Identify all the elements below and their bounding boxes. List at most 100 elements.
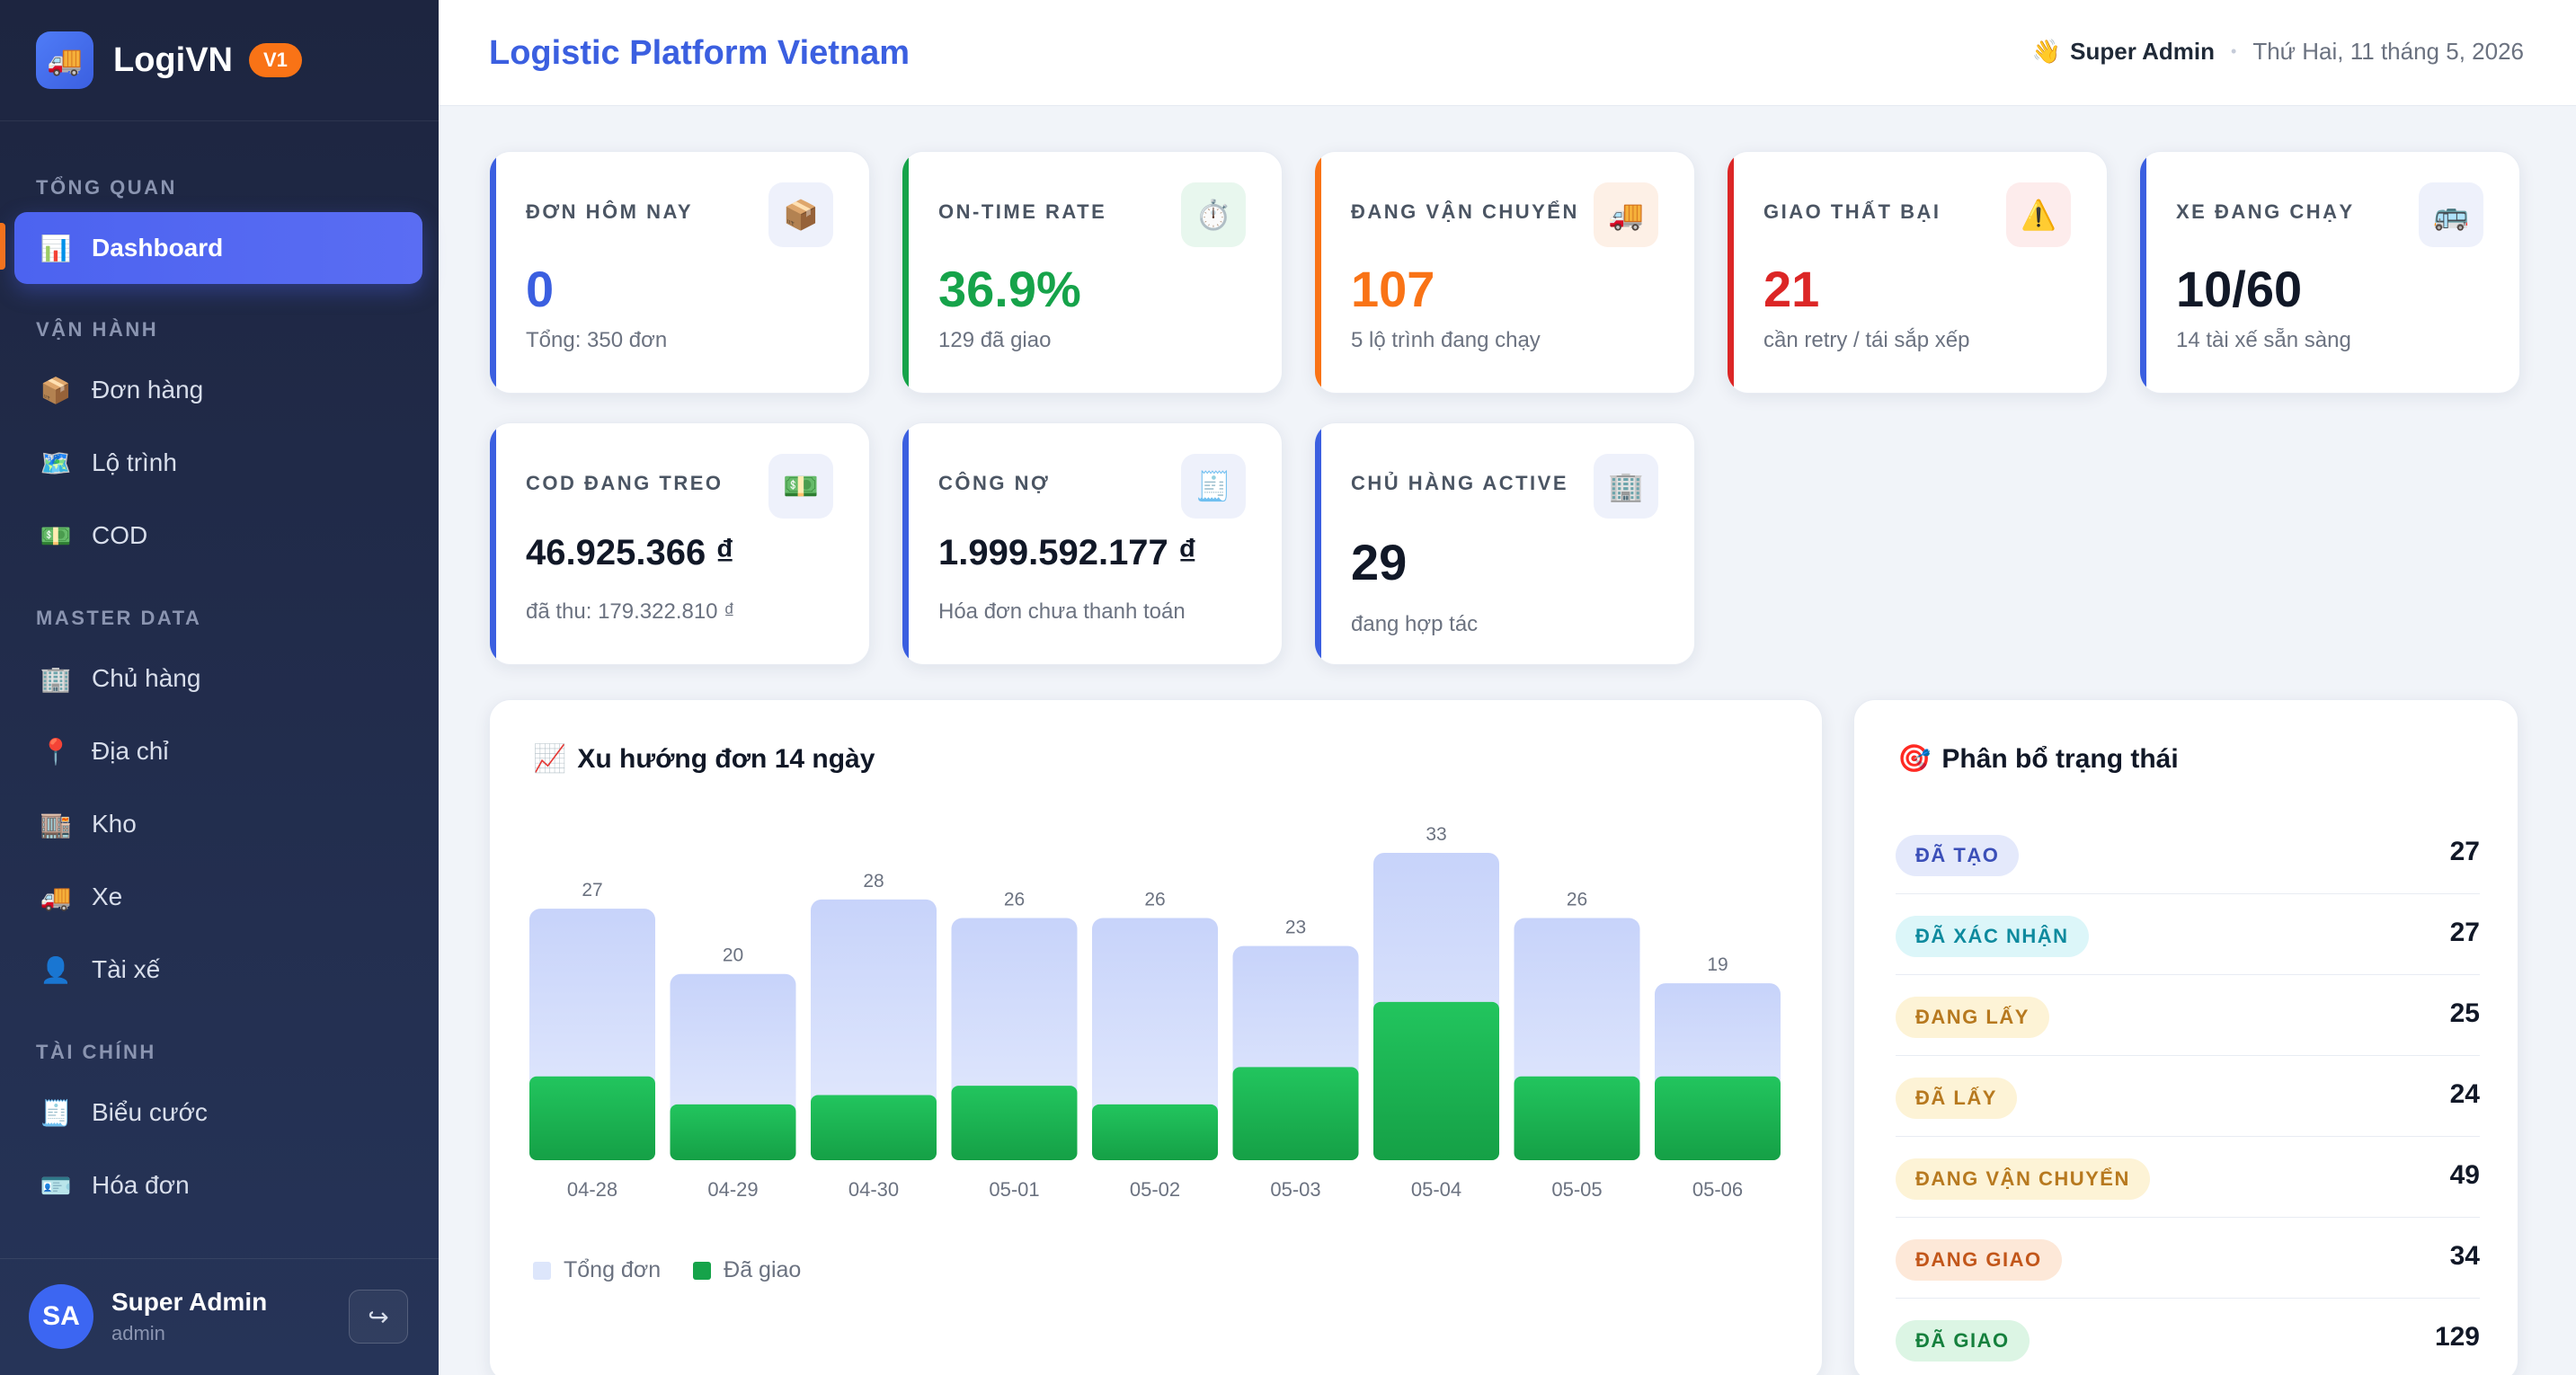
sidebar-item-vehicles[interactable]: 🚚 Xe — [14, 861, 422, 933]
bar-delivered-04-29[interactable] — [670, 1104, 796, 1160]
trend-icon: 📈 — [533, 744, 567, 774]
sidebar-item-label: Hóa đơn — [92, 1171, 190, 1199]
status-badge: ĐANG LẤY — [1896, 997, 2049, 1038]
stat-card-receivables[interactable]: CÔNG NỢ 🧾 1.999.592.177 ₫ Hóa đơn chưa t… — [902, 422, 1283, 665]
stat-card-active-shippers[interactable]: CHỦ HÀNG ACTIVE 🏢 29 đang hợp tác — [1314, 422, 1695, 665]
sidebar-item-addresses[interactable]: 📍 Địa chỉ — [14, 715, 422, 787]
stopwatch-icon: ⏱️ — [1181, 182, 1246, 247]
sidebar: 🚚 LogiVN V1 TỔNG QUAN 📊 Dashboard VẬN HÀ… — [0, 0, 439, 1375]
bar-delivered-05-02[interactable] — [1092, 1104, 1218, 1160]
status-count: 49 — [2449, 1160, 2480, 1190]
legend-label-delivered: Đã giao — [724, 1257, 802, 1282]
chart-legend: Tổng đơn Đã giao — [533, 1257, 801, 1283]
bar-delivered-04-28[interactable] — [529, 1076, 655, 1160]
status-badge: ĐÃ XÁC NHẬN — [1896, 916, 2089, 957]
stat-card-in-transit[interactable]: ĐANG VẬN CHUYỂN 🚚 107 5 lộ trình đang ch… — [1314, 151, 1695, 394]
status-badge: ĐÃ LẤY — [1896, 1078, 2017, 1119]
sidebar-item-tariffs[interactable]: 🧾 Biểu cước — [14, 1077, 422, 1149]
truck-icon: 🚚 — [36, 31, 93, 89]
section-title-overview: TỔNG QUAN — [36, 176, 177, 199]
package-icon: 📦 — [40, 376, 72, 404]
sidebar-item-shippers[interactable]: 🏢 Chủ hàng — [14, 643, 422, 714]
bar-total-05-02[interactable] — [1092, 918, 1218, 1160]
sidebar-item-drivers[interactable]: 👤 Tài xế — [14, 934, 422, 1006]
status-row[interactable]: ĐÃ GIAO 129 — [1896, 1299, 2480, 1375]
page-title: Logistic Platform Vietnam — [489, 34, 910, 72]
logout-button[interactable]: ↪ — [349, 1290, 408, 1344]
trend-chart-panel: 📈 Xu hướng đơn 14 ngày 27 04-28 20 04-29 28 04… — [489, 699, 1823, 1375]
bar-chart-icon: 📊 — [40, 234, 72, 262]
stat-label: CHỦ HÀNG ACTIVE — [1351, 472, 1569, 494]
bar-delivered-05-06[interactable] — [1655, 1076, 1781, 1160]
status-row[interactable]: ĐÃ LẤY 24 — [1896, 1056, 2480, 1137]
sidebar-item-warehouses[interactable]: 🏬 Kho — [14, 788, 422, 860]
stat-card-failed-delivery[interactable]: GIAO THẤT BẠI ⚠️ 21 cần retry / tái sắp … — [1727, 151, 2108, 394]
wave-icon: 👋 — [2031, 38, 2062, 65]
bar-delivered-05-01[interactable] — [951, 1086, 1078, 1160]
package-icon: 📦 — [768, 182, 833, 247]
status-panel-title: 🎯 Phân bổ trạng thái — [1897, 743, 2179, 775]
stat-subtext: đang hợp tác — [1351, 612, 1479, 636]
map-icon: 🗺️ — [40, 448, 72, 477]
header-date: Thứ Hai, 11 tháng 5, 2026 — [2252, 38, 2524, 65]
avatar[interactable]: SA — [29, 1284, 93, 1349]
stat-card-on-time-rate[interactable]: ON-TIME RATE ⏱️ 36.9% 129 đã giao — [902, 151, 1283, 394]
status-row[interactable]: ĐANG GIAO 34 — [1896, 1218, 2480, 1299]
data-label: 23 — [1285, 918, 1306, 938]
bar-delivered-05-05[interactable] — [1514, 1076, 1640, 1160]
user-name: Super Admin — [111, 1288, 268, 1316]
header-user-name[interactable]: Super Admin — [2070, 38, 2215, 65]
bus-icon: 🚌 — [2419, 182, 2483, 247]
stat-subtext: Tổng: 350 đơn — [526, 328, 668, 352]
cash-icon: 💵 — [768, 454, 833, 519]
stat-value: 10/60 — [2176, 261, 2303, 317]
top-header: Logistic Platform Vietnam 👋 Super Admin … — [439, 0, 2576, 106]
status-count: 27 — [2449, 837, 2480, 866]
legend-label-total: Tổng đơn — [564, 1257, 662, 1282]
sidebar-item-invoices[interactable]: 🪪 Hóa đơn — [14, 1149, 422, 1221]
trend-bar-chart: 27 04-28 20 04-29 28 04-30 26 05-01 26 05-02 23 05-… — [529, 824, 1781, 1201]
x-tick-label: 04-30 — [848, 1178, 899, 1201]
sidebar-item-orders[interactable]: 📦 Đơn hàng — [14, 354, 422, 426]
truck-icon: 🚚 — [1594, 182, 1658, 247]
status-row[interactable]: ĐANG LẤY 25 — [1896, 975, 2480, 1056]
stat-subtext: Hóa đơn chưa thanh toán — [938, 599, 1186, 624]
stat-card-cod-pending[interactable]: COD ĐANG TREO 💵 46.925.366 ₫ đã thu: 179… — [489, 422, 870, 665]
stat-value: 1.999.592.177 ₫ — [938, 533, 1197, 572]
data-label: 20 — [723, 945, 743, 966]
bar-total-04-30[interactable] — [811, 899, 937, 1160]
status-count: 24 — [2449, 1079, 2480, 1109]
header-user-info: 👋 Super Admin • Thứ Hai, 11 tháng 5, 202… — [2032, 38, 2524, 66]
building-icon: 🏢 — [40, 664, 72, 693]
stat-label: CÔNG NỢ — [938, 472, 1051, 494]
status-row[interactable]: ĐÃ XÁC NHẬN 27 — [1896, 894, 2480, 975]
brand[interactable]: 🚚 LogiVN V1 — [36, 31, 302, 90]
stat-value: 36.9% — [938, 261, 1081, 317]
stat-value: 0 — [526, 261, 555, 317]
bar-delivered-05-03[interactable] — [1232, 1067, 1359, 1160]
status-distribution-panel: 🎯 Phân bổ trạng thái ĐÃ TẠO 27 ĐÃ XÁC NHẬN… — [1853, 699, 2518, 1375]
status-row[interactable]: ĐANG VẬN CHUYỂN 49 — [1896, 1137, 2480, 1218]
x-tick-label: 05-06 — [1692, 1178, 1743, 1201]
bar-delivered-05-04[interactable] — [1373, 1001, 1499, 1160]
status-count: 25 — [2449, 998, 2480, 1028]
brand-name: LogiVN — [113, 40, 233, 79]
warehouse-icon: 🏬 — [40, 810, 72, 838]
bar-delivered-04-30[interactable] — [811, 1095, 937, 1160]
sidebar-item-routes[interactable]: 🗺️ Lộ trình — [14, 427, 422, 499]
stat-card-active-vehicles[interactable]: XE ĐANG CHẠY 🚌 10/60 14 tài xế sẵn sàng — [2139, 151, 2520, 394]
stat-card-orders-today[interactable]: ĐƠN HÔM NAY 📦 0 Tổng: 350 đơn — [489, 151, 870, 394]
logout-icon: ↪ — [368, 1302, 389, 1331]
cash-icon: 💵 — [40, 521, 72, 550]
stat-label: GIAO THẤT BẠI — [1763, 200, 1941, 223]
status-count: 34 — [2449, 1241, 2480, 1271]
status-count: 27 — [2449, 918, 2480, 947]
target-icon: 🎯 — [1897, 744, 1932, 774]
status-row[interactable]: ĐÃ TẠO 27 — [1896, 813, 2480, 894]
stat-label: COD ĐANG TREO — [526, 472, 724, 494]
sidebar-item-label: Địa chỉ — [92, 737, 169, 765]
sidebar-item-dashboard[interactable]: 📊 Dashboard — [14, 212, 422, 284]
pin-icon: 📍 — [40, 737, 72, 766]
sidebar-item-cod[interactable]: 💵 COD — [14, 500, 422, 572]
sidebar-item-label: Đơn hàng — [92, 376, 204, 404]
